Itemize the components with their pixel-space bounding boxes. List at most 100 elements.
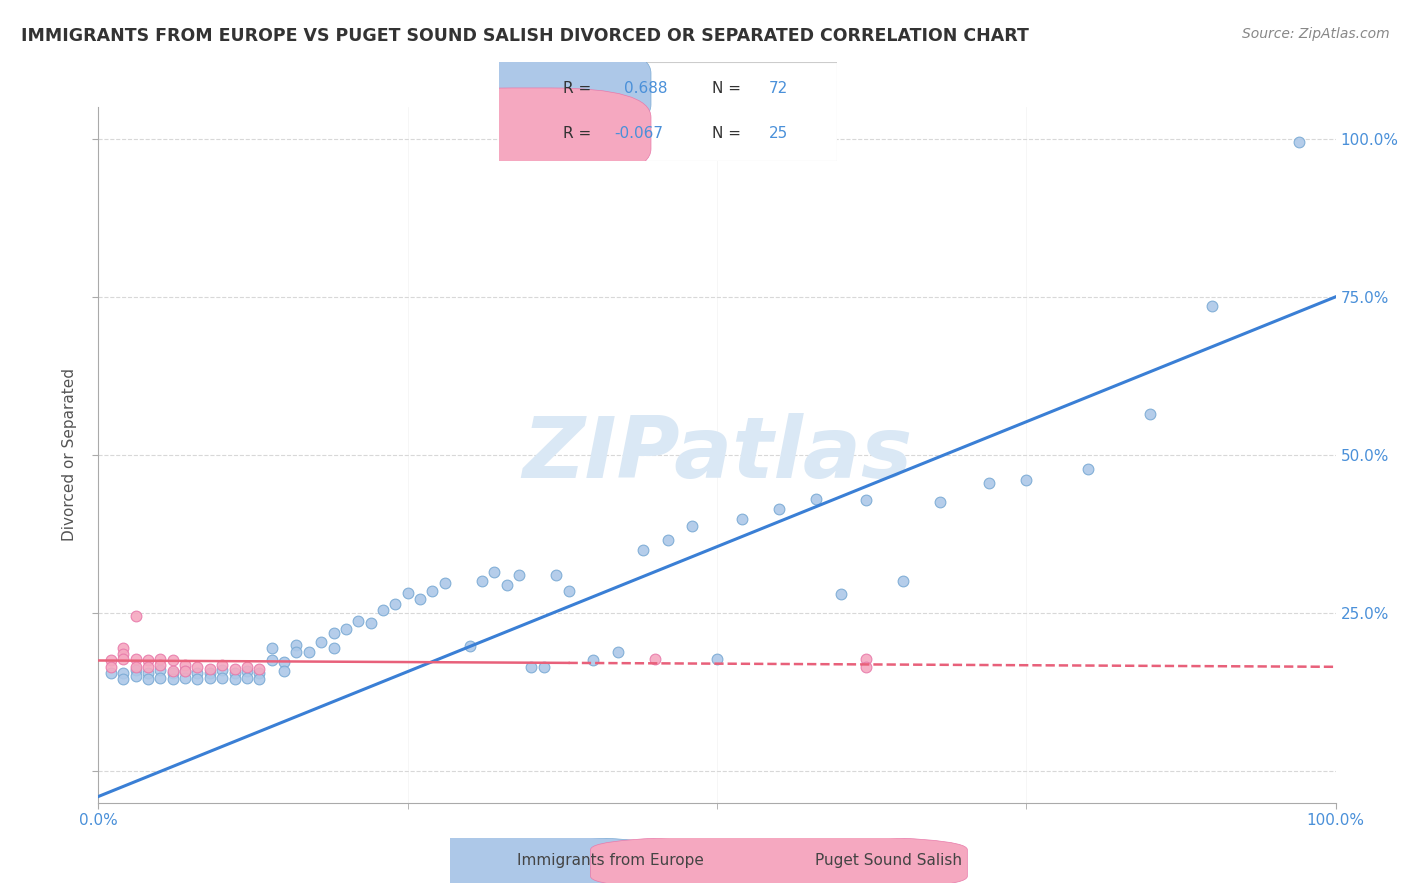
Point — [273, 665, 295, 679]
FancyBboxPatch shape — [412, 88, 651, 178]
Point — [149, 657, 172, 672]
Point — [211, 663, 233, 677]
Point — [100, 660, 122, 674]
Point — [198, 671, 221, 685]
Point — [347, 614, 370, 628]
Point — [706, 651, 728, 665]
Point — [124, 651, 146, 665]
Text: 25: 25 — [769, 126, 789, 141]
Point — [112, 673, 135, 687]
Point — [309, 634, 332, 648]
Text: ZIPatlas: ZIPatlas — [522, 413, 912, 497]
Point — [631, 542, 654, 557]
Point — [162, 673, 184, 687]
Point — [607, 645, 630, 659]
Point — [260, 640, 283, 655]
Point — [100, 666, 122, 681]
Text: N =: N = — [711, 126, 741, 141]
Point — [768, 501, 790, 516]
Text: Immigrants from Europe: Immigrants from Europe — [517, 854, 704, 868]
Point — [112, 666, 135, 681]
Point — [1201, 299, 1223, 313]
Point — [162, 666, 184, 681]
Point — [149, 663, 172, 677]
Text: IMMIGRANTS FROM EUROPE VS PUGET SOUND SALISH DIVORCED OR SEPARATED CORRELATION C: IMMIGRANTS FROM EUROPE VS PUGET SOUND SA… — [21, 27, 1029, 45]
Point — [322, 626, 344, 640]
Point — [384, 597, 406, 611]
Point — [236, 665, 259, 679]
Point — [162, 653, 184, 667]
Point — [1077, 462, 1099, 476]
Point — [124, 669, 146, 683]
Point — [247, 662, 270, 676]
Point — [804, 492, 827, 507]
Point — [433, 575, 456, 590]
Point — [855, 493, 877, 508]
Point — [136, 673, 159, 687]
FancyBboxPatch shape — [412, 44, 651, 134]
Point — [211, 657, 233, 672]
Point — [124, 660, 146, 674]
Point — [174, 665, 197, 679]
Point — [198, 662, 221, 676]
Y-axis label: Divorced or Separated: Divorced or Separated — [62, 368, 77, 541]
Point — [644, 651, 666, 665]
Point — [124, 609, 146, 624]
Point — [174, 657, 197, 672]
Point — [186, 660, 208, 674]
Point — [136, 660, 159, 674]
Point — [979, 476, 1001, 491]
Point — [136, 653, 159, 667]
Point — [149, 651, 172, 665]
Point — [236, 660, 259, 674]
Text: Puget Sound Salish: Puget Sound Salish — [815, 854, 963, 868]
Text: 0.688: 0.688 — [624, 81, 668, 96]
Text: 72: 72 — [769, 81, 789, 96]
Point — [520, 660, 543, 674]
Point — [136, 666, 159, 681]
Point — [484, 565, 506, 579]
Point — [891, 574, 914, 589]
Point — [224, 673, 246, 687]
Point — [224, 666, 246, 681]
Point — [422, 583, 444, 598]
Point — [582, 653, 605, 667]
FancyBboxPatch shape — [499, 62, 837, 161]
Point — [112, 651, 135, 665]
Point — [112, 640, 135, 655]
Point — [371, 603, 394, 617]
Point — [1139, 407, 1161, 421]
Point — [928, 495, 950, 509]
Point — [260, 653, 283, 667]
Point — [657, 533, 679, 548]
Point — [174, 671, 197, 685]
Point — [495, 577, 517, 591]
Point — [247, 666, 270, 681]
Point — [186, 666, 208, 681]
Point — [322, 640, 344, 655]
Point — [236, 671, 259, 685]
Point — [247, 673, 270, 687]
Point — [1288, 135, 1310, 149]
Point — [471, 574, 494, 589]
Point — [298, 645, 321, 659]
Point — [855, 660, 877, 674]
Point — [100, 653, 122, 667]
Point — [681, 518, 703, 533]
Point — [285, 638, 308, 652]
Point — [533, 660, 555, 674]
Point — [186, 673, 208, 687]
Text: R =: R = — [564, 126, 592, 141]
Point — [546, 568, 568, 582]
Point — [174, 665, 197, 679]
FancyBboxPatch shape — [591, 837, 967, 890]
Point — [396, 586, 419, 600]
Text: Source: ZipAtlas.com: Source: ZipAtlas.com — [1241, 27, 1389, 41]
Point — [124, 663, 146, 677]
Point — [830, 587, 852, 601]
Text: R =: R = — [564, 81, 592, 96]
Point — [335, 622, 357, 636]
Text: -0.067: -0.067 — [614, 126, 662, 141]
Point — [285, 645, 308, 659]
Point — [211, 671, 233, 685]
